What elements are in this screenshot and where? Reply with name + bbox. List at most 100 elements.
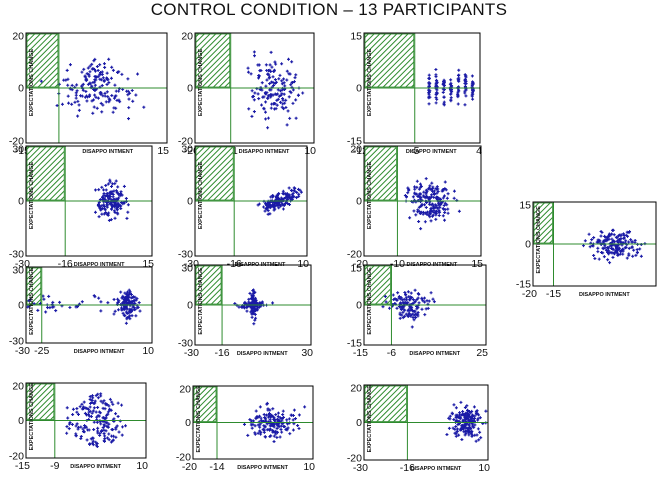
hatched-region [364,385,407,422]
data-point [85,406,89,410]
data-point [442,81,446,85]
data-point [253,431,257,435]
hatched-region [364,265,391,305]
data-point [413,288,417,292]
data-point [462,430,466,434]
data-point [78,405,82,409]
data-point [98,206,102,210]
data-point [473,423,477,427]
data-point [449,92,453,96]
x-tick-label: -9 [50,460,59,472]
data-point [403,300,407,304]
data-point [93,57,97,61]
data-point [428,187,432,191]
data-point [265,428,269,432]
data-point [90,400,94,404]
data-point [610,251,614,255]
data-point [134,314,138,318]
data-point [254,409,258,413]
data-point [114,204,118,208]
data-point [84,89,88,93]
data-point [271,429,275,433]
data-point [269,93,273,97]
data-point [126,203,130,207]
data-point [281,97,285,101]
data-point [291,101,295,105]
hatched-region [195,33,231,88]
x-tick-label: 15 [471,258,483,270]
data-point [122,201,126,205]
data-point [70,102,74,106]
y-tick-label: 0 [187,300,193,312]
data-point [90,441,94,445]
data-point [111,182,115,186]
data-point [452,418,456,422]
data-point [66,77,70,81]
data-point [80,84,84,88]
data-point [114,89,118,93]
data-point [106,436,110,440]
data-point [81,430,85,434]
data-point [101,426,105,430]
data-point [88,405,92,409]
data-point [458,417,462,421]
x-tick-label: -16 [58,258,73,270]
data-point [593,257,597,261]
data-point [297,192,301,196]
data-point [97,188,101,192]
plot-frame [363,32,481,144]
data-point [416,310,420,314]
plot-frame [363,264,487,346]
data-point [633,238,637,242]
data-point [104,402,108,406]
data-point [127,97,131,101]
data-point [288,203,292,207]
data-point [619,237,623,241]
hatched-region [193,386,217,422]
data-point [412,209,416,213]
data-point [105,76,109,80]
data-point [278,435,282,439]
data-point [100,212,104,216]
data-point [83,74,87,78]
data-point [290,60,294,64]
data-point [120,193,124,197]
data-point [450,411,454,415]
data-point [285,123,289,127]
x-tick-label: 15 [142,258,154,270]
data-point [126,93,130,97]
data-point [427,88,431,92]
data-point [122,306,126,310]
data-point [120,433,124,437]
data-point [442,95,446,99]
data-point [105,205,109,209]
data-point [107,218,111,222]
data-point [459,400,463,404]
data-point [282,81,286,85]
data-point [279,89,283,93]
y-tick-label: -30 [9,336,24,348]
data-point [452,403,456,407]
data-point [470,74,474,78]
data-point [245,309,249,313]
data-point [96,96,100,100]
data-point [291,191,295,195]
data-point [467,418,471,422]
data-point [114,427,118,431]
data-point [81,88,85,92]
data-point [610,237,614,241]
data-point [96,396,100,400]
plot-frame [25,266,153,344]
y-tick-label: -15 [347,136,362,148]
data-point [417,187,421,191]
data-point [138,309,142,313]
data-point [438,197,442,201]
data-point [86,428,90,432]
data-point [104,211,108,215]
data-point [103,434,107,438]
data-point [596,250,600,254]
data-point [275,426,279,430]
data-point [295,190,299,194]
data-point [119,204,123,208]
data-point [292,186,296,190]
